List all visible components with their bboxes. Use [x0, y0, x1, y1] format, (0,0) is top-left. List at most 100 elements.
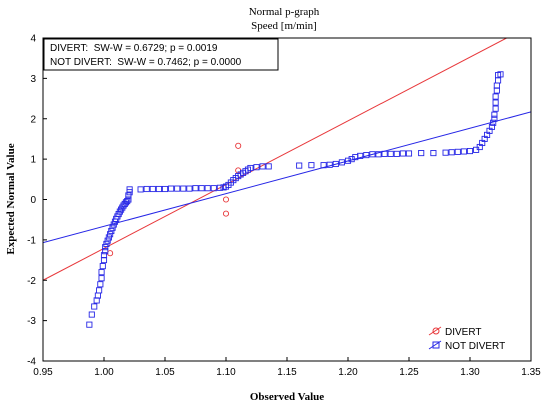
point-not-divert: [490, 119, 497, 126]
point-not-divert: [88, 311, 95, 318]
point-not-divert: [387, 150, 394, 157]
x-tick-label: 1.30: [460, 367, 480, 378]
point-not-divert: [168, 185, 175, 192]
chart-subtitle: Speed [m/min]: [251, 20, 317, 32]
x-tick-label: 1.00: [94, 367, 114, 378]
point-not-divert: [155, 185, 162, 193]
y-tick-label: 3: [30, 74, 36, 85]
point-divert: [107, 250, 114, 257]
point-not-divert: [96, 287, 103, 294]
point-not-divert: [125, 196, 132, 203]
point-divert: [235, 142, 242, 149]
point-not-divert: [86, 321, 93, 328]
point-not-divert: [105, 234, 112, 241]
stats-not-divert: NOT DIVERT: SW-W = 0.7462; p = 0.0000: [50, 57, 242, 68]
y-tick-label: -2: [27, 276, 36, 287]
chart-title: Normal p-graph: [249, 6, 320, 18]
point-not-divert: [137, 186, 144, 193]
point-not-divert: [126, 186, 133, 193]
point-not-divert: [210, 185, 217, 192]
point-not-divert: [149, 185, 156, 193]
legend-marker-divert: [432, 327, 440, 335]
point-not-divert: [204, 185, 211, 192]
fit-lines: [43, 38, 531, 281]
point-not-divert: [393, 150, 400, 157]
x-tick-label: 1.15: [277, 367, 297, 378]
point-not-divert: [108, 227, 115, 235]
legend-item-not-divert: NOT DIVERT: [428, 340, 505, 352]
point-not-divert: [326, 161, 333, 168]
point-not-divert: [247, 164, 254, 172]
data-points: [86, 71, 504, 328]
point-not-divert: [381, 150, 388, 157]
y-tick-label: 4: [30, 34, 36, 45]
x-tick-label: 1.25: [399, 367, 419, 378]
point-not-divert: [405, 150, 413, 157]
point-not-divert: [259, 163, 266, 170]
point-not-divert: [143, 185, 150, 193]
point-not-divert: [107, 231, 114, 238]
legend-line-divert: [428, 326, 442, 336]
point-not-divert: [495, 77, 502, 84]
point-not-divert: [186, 185, 193, 192]
point-not-divert: [491, 115, 498, 122]
point-not-divert: [418, 150, 425, 157]
point-not-divert: [192, 185, 199, 192]
point-not-divert: [296, 162, 303, 169]
point-not-divert: [357, 152, 364, 159]
fit-line-not-divert: [43, 111, 531, 244]
point-not-divert: [448, 149, 455, 156]
point-not-divert: [338, 159, 345, 166]
x-axis-label: Observed Value: [250, 391, 324, 403]
point-not-divert: [466, 147, 474, 155]
point-not-divert: [98, 269, 105, 276]
point-not-divert: [344, 157, 352, 164]
point-not-divert: [161, 185, 169, 193]
point-not-divert: [492, 105, 499, 112]
plot-frame: [42, 37, 532, 362]
point-not-divert: [100, 252, 108, 259]
point-not-divert: [454, 148, 461, 155]
point-not-divert: [253, 164, 260, 171]
point-not-divert: [460, 148, 467, 155]
point-not-divert: [180, 185, 187, 192]
y-tick-label: -3: [27, 316, 36, 327]
point-not-divert: [125, 192, 132, 199]
legend: DIVERT NOT DIVERT: [428, 326, 505, 352]
y-axis: -4 -3 -2 -1 0 1 2 3 4: [27, 34, 47, 368]
stats-box: DIVERT: SW-W = 0.6729; p = 0.0019 NOT DI…: [43, 38, 279, 71]
point-not-divert: [97, 281, 104, 288]
point-not-divert: [442, 149, 449, 156]
y-tick-label: 1: [30, 155, 36, 166]
point-not-divert: [369, 151, 376, 158]
legend-item-divert: DIVERT: [428, 326, 482, 338]
x-tick-label: 1.10: [216, 367, 236, 378]
fit-line-divert: [43, 38, 507, 281]
stats-divert: DIVERT: SW-W = 0.6729; p = 0.0019: [50, 43, 218, 54]
y-axis-label: Expected Normal Value: [5, 143, 17, 254]
point-not-divert: [99, 263, 106, 270]
x-tick-label: 1.35: [521, 367, 541, 378]
stats-box-frame: [43, 38, 279, 71]
point-divert: [222, 210, 230, 217]
point-not-divert: [124, 198, 131, 205]
point-not-divert: [332, 160, 339, 168]
point-not-divert: [488, 123, 496, 130]
point-not-divert: [98, 275, 105, 282]
point-not-divert: [216, 184, 223, 191]
x-axis: 0.95 1.00 1.05 1.10 1.15 1.20 1.25 1.30 1.35: [33, 357, 541, 378]
point-not-divert: [492, 93, 499, 100]
point-not-divert: [492, 99, 499, 106]
legend-marker-not-divert: [432, 341, 440, 349]
point-not-divert: [399, 150, 406, 157]
point-not-divert: [174, 185, 181, 192]
point-not-divert: [430, 150, 437, 157]
legend-label-divert: DIVERT: [445, 327, 482, 338]
point-not-divert: [497, 71, 504, 78]
point-not-divert: [102, 244, 109, 251]
point-not-divert: [363, 152, 370, 159]
point-not-divert: [198, 185, 205, 192]
point-not-divert: [265, 163, 272, 170]
y-tick-label: -4: [27, 357, 36, 368]
